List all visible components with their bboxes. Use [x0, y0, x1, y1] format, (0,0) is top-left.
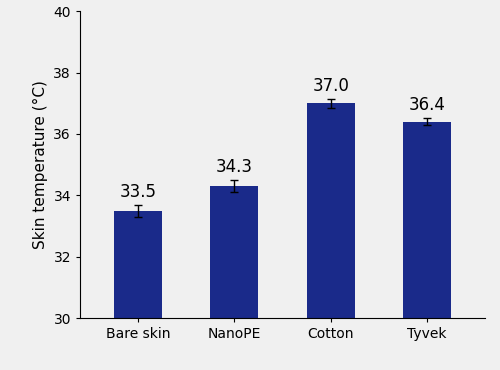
Text: 37.0: 37.0: [312, 77, 349, 95]
Text: 36.4: 36.4: [408, 96, 446, 114]
Text: 34.3: 34.3: [216, 158, 253, 176]
Bar: [403, 122, 451, 370]
Bar: [210, 186, 258, 370]
Bar: [306, 103, 355, 370]
Text: 33.5: 33.5: [120, 183, 156, 201]
Y-axis label: Skin temperature (°C): Skin temperature (°C): [33, 80, 48, 249]
Bar: [114, 211, 162, 370]
